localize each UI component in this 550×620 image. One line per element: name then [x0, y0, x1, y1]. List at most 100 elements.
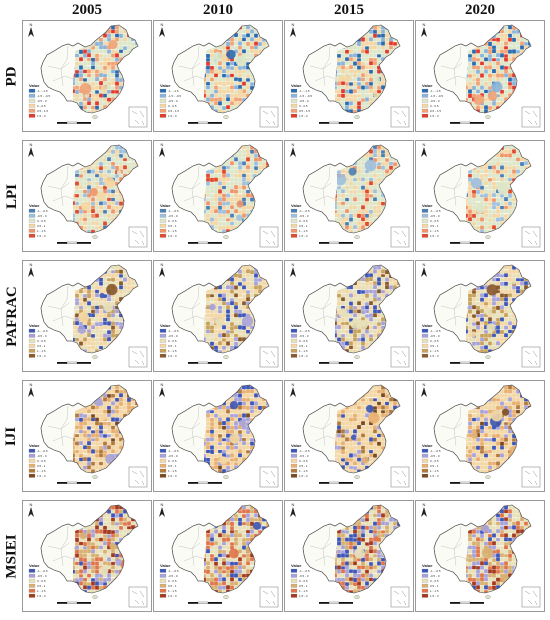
- legend-label: -1 - -0.5: [430, 329, 441, 333]
- legend-swatch: [421, 458, 429, 463]
- legend-label: 0.5 - 1: [37, 584, 46, 588]
- legend-swatch: [290, 448, 298, 453]
- legend-swatch: [421, 333, 429, 338]
- legend-label: -1 - -0.5: [168, 329, 179, 333]
- choropleth-cells: [73, 25, 138, 113]
- legend-label: -1 - -1.5: [37, 89, 48, 93]
- legend-label: 0.5 - 1: [299, 464, 308, 468]
- legend-swatch: [290, 458, 298, 463]
- western-boundaries: [47, 405, 74, 447]
- north-arrow-icon: N: [159, 22, 165, 37]
- svg-text:N: N: [161, 262, 164, 267]
- legend-swatch: [421, 98, 429, 103]
- western-boundaries: [47, 45, 74, 87]
- map-legend: Value-1 - -0.5-0.5 - 00 - 0.50.5 - 11 - …: [421, 323, 441, 358]
- svg-text:N: N: [30, 262, 33, 267]
- legend-label: 0.5 - 1: [37, 344, 46, 348]
- south-china-sea-inset: [128, 226, 148, 248]
- legend-label: 1.5 - 3: [430, 114, 439, 118]
- legend-label: -0.5 - 0: [37, 214, 47, 218]
- legend-title: Value: [29, 83, 40, 88]
- western-boundaries: [178, 165, 205, 207]
- legend-label: -1 - -1.5: [430, 89, 441, 93]
- legend-label: 0 - 0.5: [430, 339, 439, 343]
- legend-label: -1 - -0.5: [168, 569, 179, 573]
- legend-swatch: [290, 338, 298, 343]
- legend-label: -1 - -0.5: [168, 449, 179, 453]
- scale-bar: [450, 241, 484, 244]
- south-china-sea-inset: [390, 466, 410, 488]
- legend-label: -0.5 - 0: [430, 99, 440, 103]
- legend-label: 0.5 - 1.5: [37, 109, 48, 113]
- legend-swatch: [28, 108, 36, 113]
- legend-title: Value: [29, 323, 40, 328]
- legend-label: 0 - 0.5: [168, 579, 177, 583]
- north-arrow-icon: N: [28, 142, 34, 157]
- svg-text:N: N: [30, 22, 33, 27]
- north-arrow-icon: N: [28, 262, 34, 277]
- legend-label: 1.5 - 3: [168, 474, 177, 478]
- legend-label: -1.5 - -0.5: [430, 94, 443, 98]
- legend-swatch: [421, 218, 429, 223]
- legend-swatch: [290, 343, 298, 348]
- legend-label: 1.5 - 3: [299, 354, 308, 358]
- scale-bar: [450, 361, 484, 364]
- legend-swatch: [290, 333, 298, 338]
- north-arrow-icon: N: [421, 262, 427, 277]
- svg-text:N: N: [423, 22, 426, 27]
- legend-swatch: [290, 348, 298, 353]
- north-arrow-icon: N: [159, 142, 165, 157]
- legend-swatch: [421, 108, 429, 113]
- legend-swatch: [290, 93, 298, 98]
- map-legend: Value-1 - -0.5-0.5 - 00 - 0.50.5 - 11 - …: [28, 203, 48, 238]
- legend-swatch: [290, 578, 298, 583]
- legend-label: 0 - 0.5: [37, 579, 46, 583]
- choropleth-cells: [204, 385, 269, 473]
- legend-label: -1 - -0.5: [37, 209, 48, 213]
- choropleth-cells: [204, 25, 269, 113]
- legend-swatch: [159, 218, 167, 223]
- legend-label: 1.5 - 3: [37, 474, 46, 478]
- legend-swatch: [28, 103, 36, 108]
- legend-swatch: [290, 568, 298, 573]
- choropleth-cells: [466, 385, 531, 473]
- legend-swatch: [28, 88, 36, 93]
- western-boundaries: [309, 405, 336, 447]
- legend-swatch: [28, 588, 36, 593]
- legend-label: -1 - -0.5: [430, 209, 441, 213]
- map-legend: Value-1 - -0.5-0.5 - 00 - 0.50.5 - 11 - …: [421, 203, 441, 238]
- legend-swatch: [28, 573, 36, 578]
- legend-title: Value: [291, 443, 302, 448]
- south-china-sea-inset: [521, 226, 541, 248]
- legend-label: 1.5 - 3: [299, 474, 308, 478]
- legend-label: -1 - -0.5: [37, 329, 48, 333]
- legend-swatch: [421, 328, 429, 333]
- map-legend: Value-1 - -0.5-0.5 - 00 - 0.50.5 - 11 - …: [421, 563, 441, 598]
- scale-bar: [188, 481, 222, 484]
- western-boundaries: [309, 45, 336, 87]
- legend-title: Value: [160, 563, 171, 568]
- choropleth-cells: [466, 145, 531, 233]
- scale-bar: [319, 121, 353, 124]
- legend-label: 0.5 - 1: [430, 224, 439, 228]
- legend-label: 1.5 - 3: [168, 114, 177, 118]
- legend-label: 1 - 1.5: [37, 229, 46, 233]
- legend-title: Value: [160, 443, 171, 448]
- legend-label: 0.5 - 1: [168, 584, 177, 588]
- legend-title: Value: [422, 83, 433, 88]
- north-arrow-icon: N: [159, 262, 165, 277]
- legend-swatch: [28, 348, 36, 353]
- legend-label: 1.5 - 3: [299, 114, 308, 118]
- north-arrow-icon: N: [421, 142, 427, 157]
- legend-title: Value: [422, 323, 433, 328]
- legend-label: 1.5 - 3: [299, 594, 308, 598]
- scale-bar: [450, 601, 484, 604]
- south-china-sea-inset: [128, 346, 148, 368]
- legend-label: 1 - 1.5: [430, 469, 439, 473]
- scale-bar: [57, 361, 91, 364]
- legend-swatch: [290, 208, 298, 213]
